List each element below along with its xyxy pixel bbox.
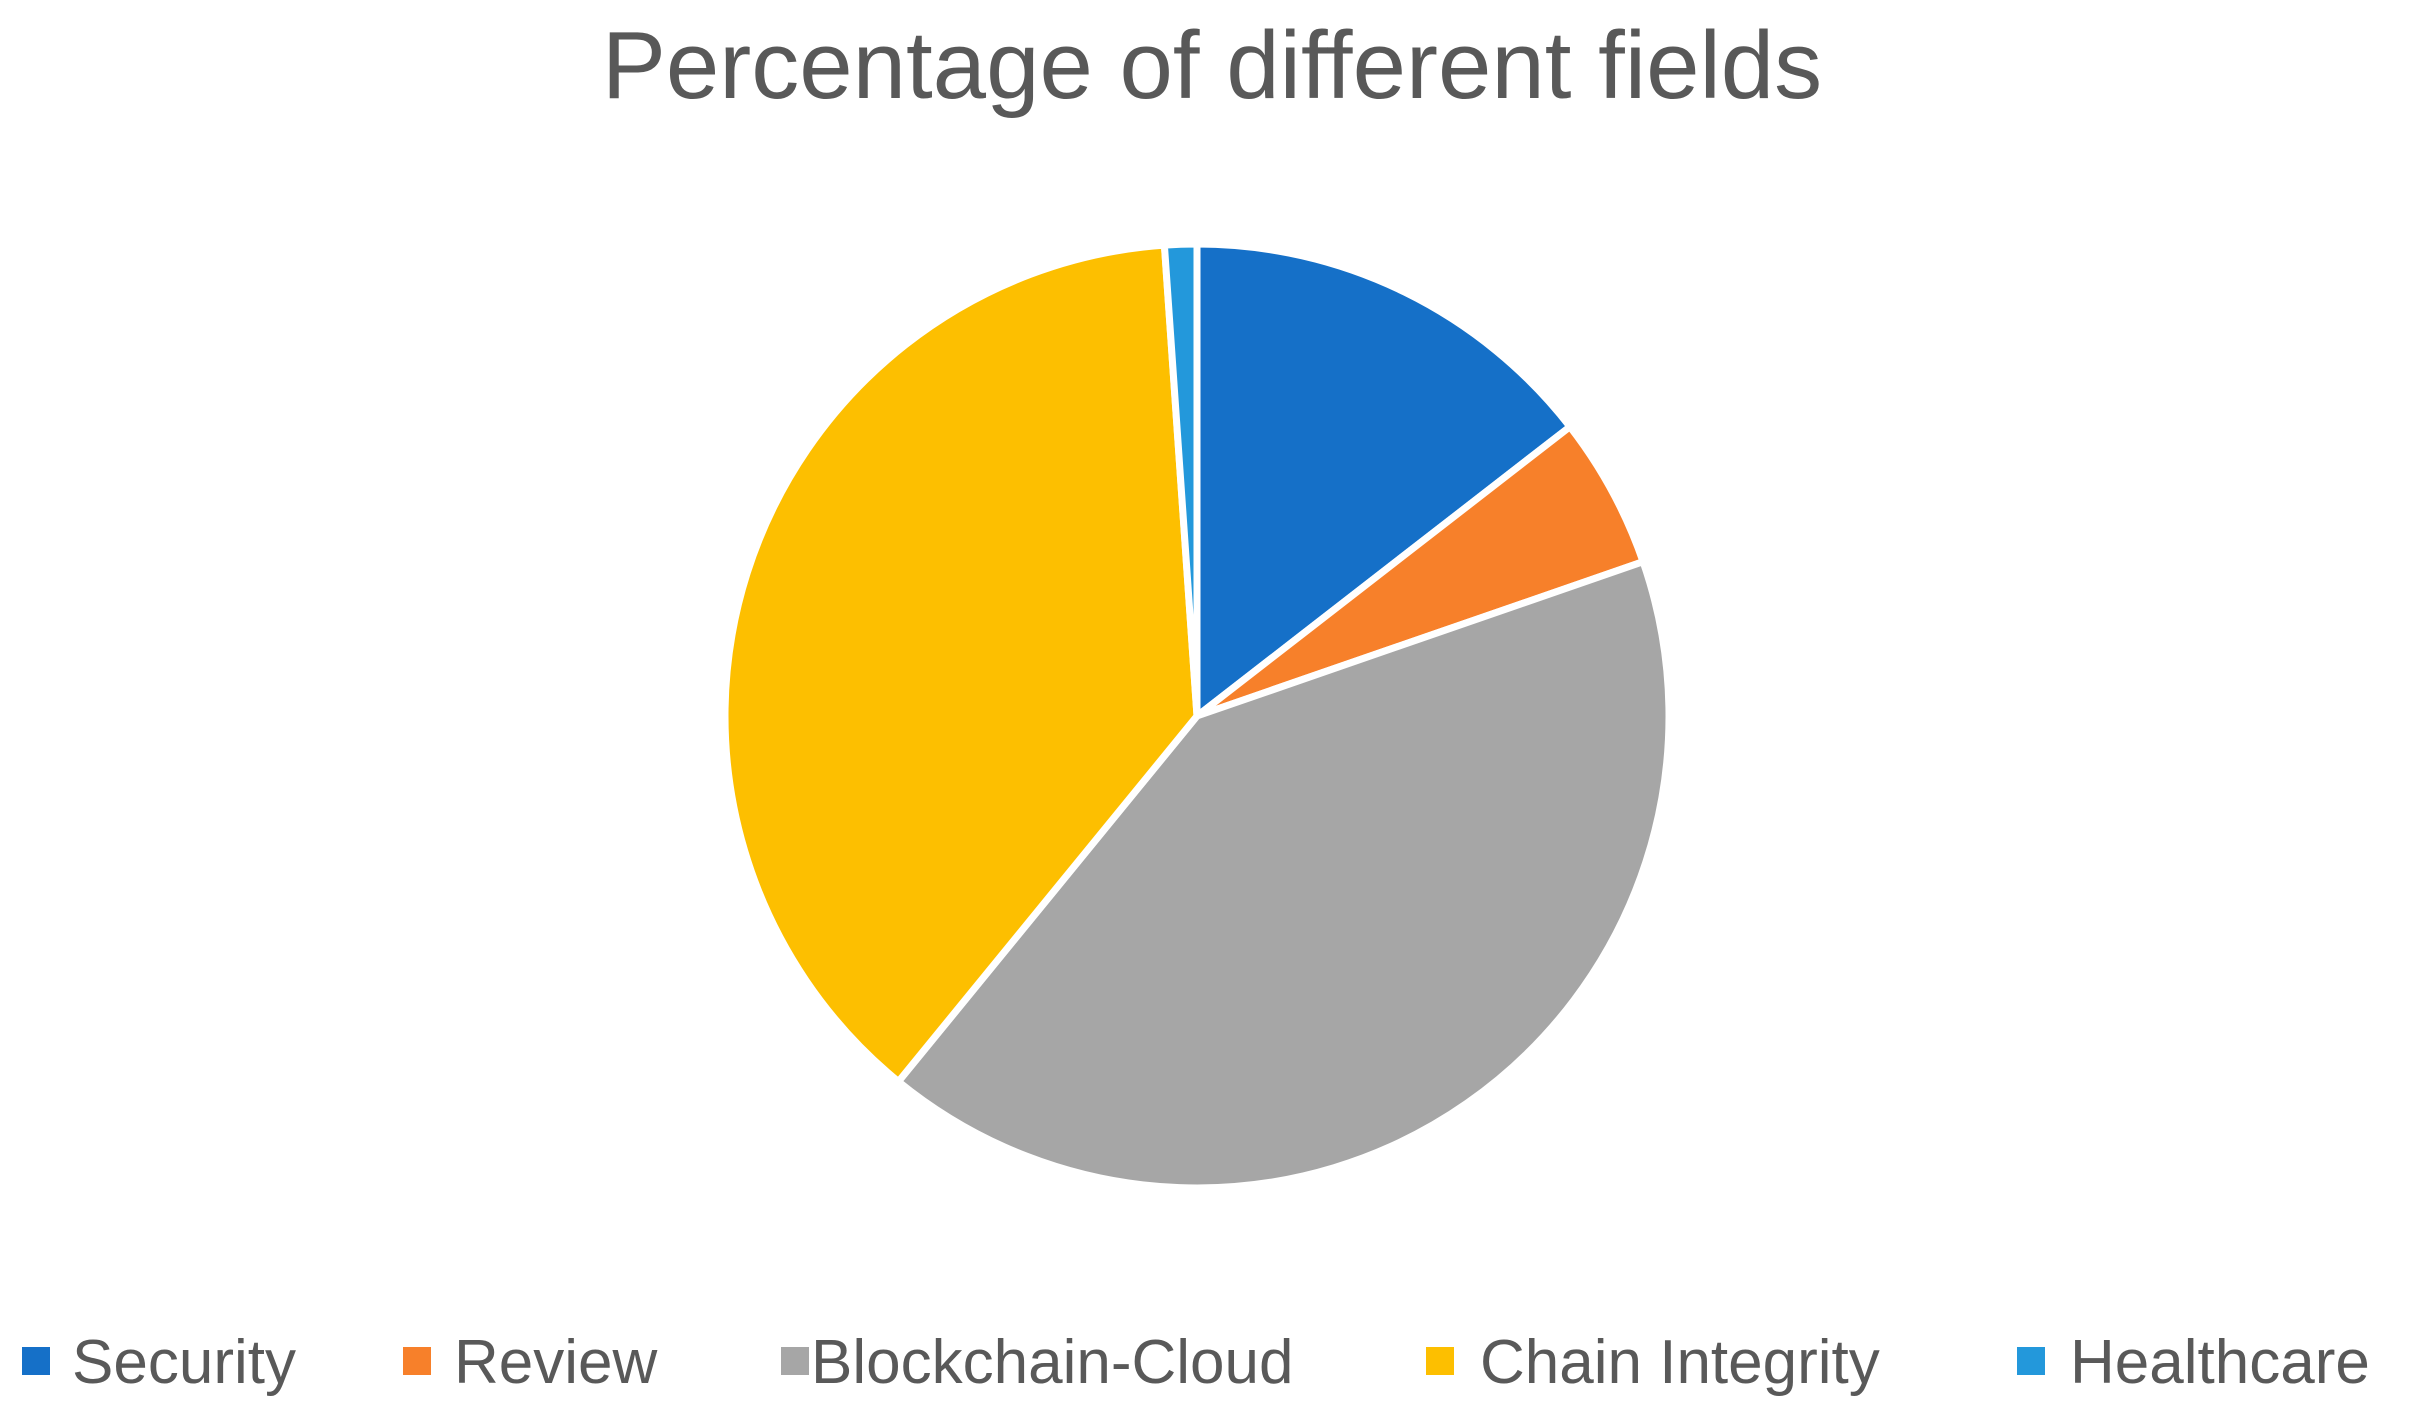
pie-slice-healthcare	[1160, 240, 1201, 720]
pie-slices	[721, 240, 1673, 1192]
legend-item-blockchain-cloud: Blockchain-Cloud	[781, 1328, 1293, 1397]
legend-marker	[1426, 1347, 1454, 1375]
legend-label: Chain Integrity	[1480, 1328, 1880, 1397]
pie-slice-blockchain-cloud	[894, 558, 1673, 1192]
legend-marker	[22, 1347, 50, 1375]
pie-slice-security	[1193, 240, 1574, 720]
legend-item-healthcare: Healthcare	[2017, 1328, 2370, 1397]
legend-item-chain-integrity: Chain Integrity	[1426, 1328, 1880, 1397]
legend-marker	[403, 1347, 431, 1375]
legend-marker	[2017, 1347, 2045, 1375]
legend-label: Healthcare	[2070, 1328, 2370, 1397]
legend-label: Security	[72, 1328, 296, 1397]
chart-title: Percentage of different fields	[602, 12, 1822, 119]
pie-slice-chain-integrity	[721, 241, 1201, 1086]
legend: Security Review Blockchain-Cloud Chain Inte…	[22, 1328, 2370, 1397]
legend-label: Review	[454, 1328, 658, 1397]
legend-label: Blockchain-Cloud	[811, 1328, 1293, 1397]
legend-marker	[781, 1347, 809, 1375]
legend-item-review: Review	[403, 1328, 658, 1397]
legend-item-security: Security	[22, 1328, 296, 1397]
